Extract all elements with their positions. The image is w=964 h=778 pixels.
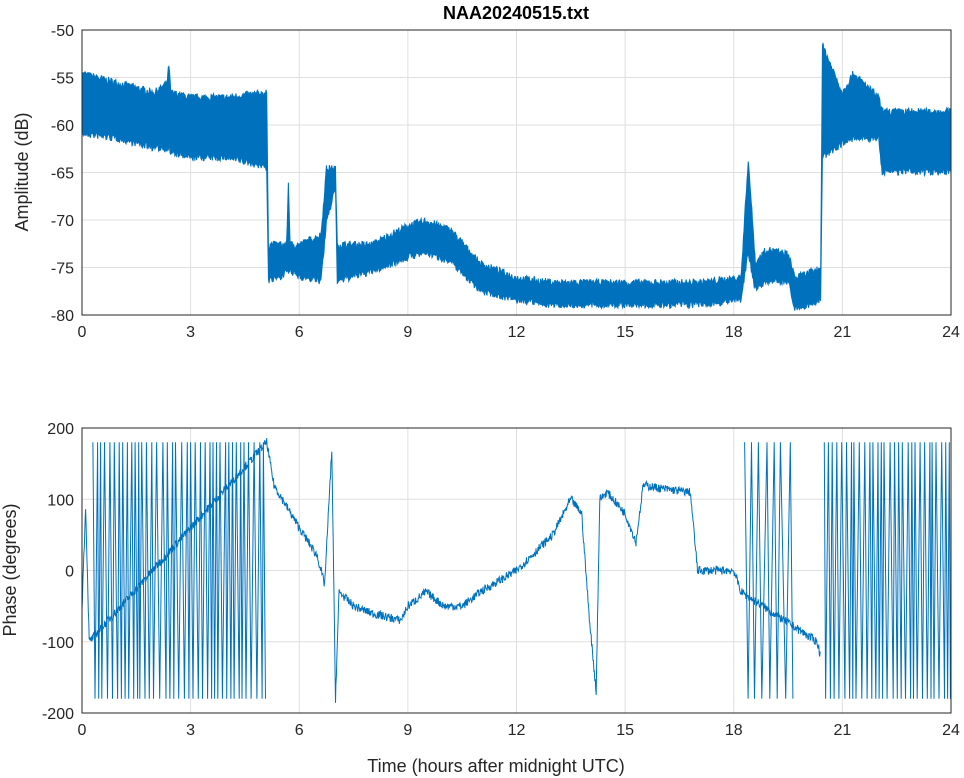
y-tick-label: -75 [51, 261, 74, 278]
x-tick-label: 3 [186, 324, 195, 341]
x-tick-label: 15 [616, 324, 634, 341]
x-tick-label: 9 [403, 722, 412, 739]
x-tick-label: 12 [508, 324, 526, 341]
x-tick-label: 24 [942, 722, 960, 739]
phase-series [81, 438, 821, 703]
y-tick-label: -200 [42, 706, 74, 723]
y-tick-label: -60 [51, 118, 74, 135]
y-axis-label-amplitude: Amplitude (dB) [12, 112, 32, 231]
x-tick-label: 6 [295, 324, 304, 341]
y-tick-label: 200 [47, 421, 74, 438]
axes-box [81, 29, 952, 316]
x-tick-label: 24 [942, 324, 960, 341]
x-tick-label: 9 [403, 324, 412, 341]
x-tick-label: 12 [508, 722, 526, 739]
axes-box [81, 427, 952, 714]
x-tick-label: 3 [186, 722, 195, 739]
x-tick-label: 18 [725, 324, 743, 341]
x-tick-label: 18 [725, 722, 743, 739]
y-tick-label: -70 [51, 213, 74, 230]
x-tick-label: 21 [833, 324, 851, 341]
x-tick-label: 0 [78, 324, 87, 341]
x-tick-label: 6 [295, 722, 304, 739]
x-tick-label: 15 [616, 722, 634, 739]
y-tick-label: -55 [51, 71, 74, 88]
y-tick-label: -50 [51, 23, 74, 40]
y-tick-label: -65 [51, 166, 74, 183]
amplitude-series [81, 42, 951, 311]
chart-title: NAA20240515.txt [443, 3, 589, 23]
y-tick-label: -80 [51, 308, 74, 325]
phase-wrap-series [823, 442, 951, 699]
phase-wrap-series [92, 442, 266, 699]
phase-plot: 0 3 6 9 12 15 18 21 24 -200 -100 0 100 200 [42, 421, 960, 739]
x-tick-label: 21 [833, 722, 851, 739]
y-tick-label: 0 [65, 564, 74, 581]
x-tick-label: 0 [78, 722, 87, 739]
x-axis-label: Time (hours after midnight UTC) [367, 756, 624, 776]
y-axis-label-phase: Phase (degrees) [0, 503, 20, 636]
y-tick-label: 100 [47, 492, 74, 509]
y-tick-label: -100 [42, 635, 74, 652]
amplitude-plot: 0 3 6 9 12 15 18 21 24 -80 -75 -70 -65 -60 -55 -50 [51, 23, 960, 341]
phase-wrap-series [744, 442, 794, 699]
